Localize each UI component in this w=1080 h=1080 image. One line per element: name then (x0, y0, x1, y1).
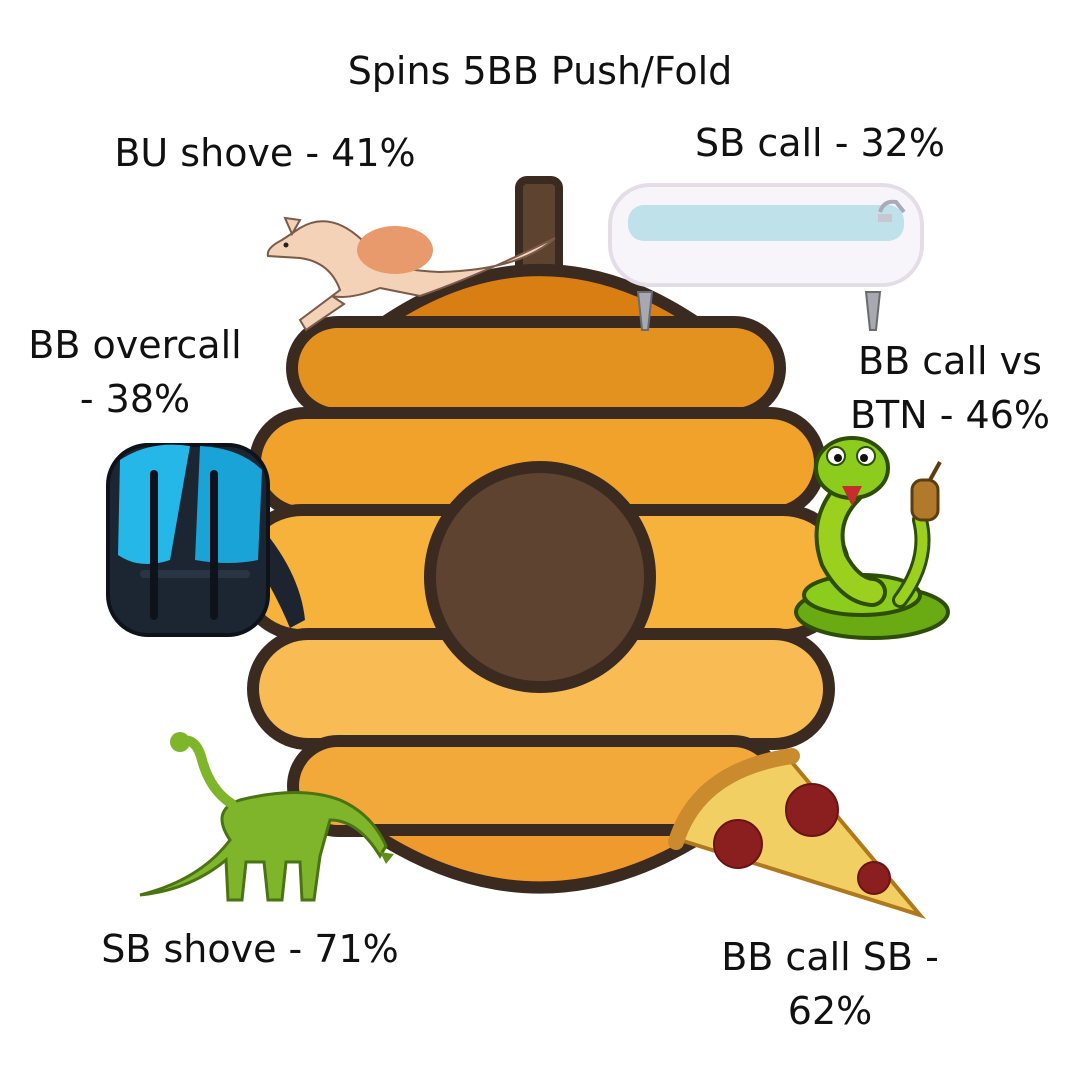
pizza-slice-icon (668, 748, 926, 919)
label-bb-overcall-line1: BB overcall (28, 323, 242, 367)
kangaroo-icon (266, 216, 556, 332)
label-bb-overcall: BB overcall - 38% (10, 318, 260, 426)
label-sb-shove: SB shove - 71% (101, 927, 399, 971)
dinosaur-icon (139, 732, 394, 902)
backpack-icon (106, 443, 305, 637)
label-bb-call-sb: BB call SB - 62% (700, 930, 960, 1038)
snake-icon (794, 436, 950, 640)
label-bb-call-vs-btn-line1: BB call vs (858, 339, 1042, 383)
label-bb-call-vs-btn: BB call vs BTN - 46% (830, 334, 1070, 442)
label-sb-call: SB call - 32% (695, 121, 945, 165)
label-bb-call-vs-btn-line2: BTN - 46% (849, 393, 1051, 437)
page-title: Spins 5BB Push/Fold (347, 49, 733, 93)
label-bu-shove: BU shove - 41% (114, 131, 416, 175)
label-bb-call-sb-line2: 62% (787, 989, 873, 1033)
label-bb-call-sb-line1: BB call SB - (721, 935, 939, 979)
bathtub-icon (608, 183, 924, 331)
label-bb-overcall-line2: - 38% (79, 377, 191, 421)
